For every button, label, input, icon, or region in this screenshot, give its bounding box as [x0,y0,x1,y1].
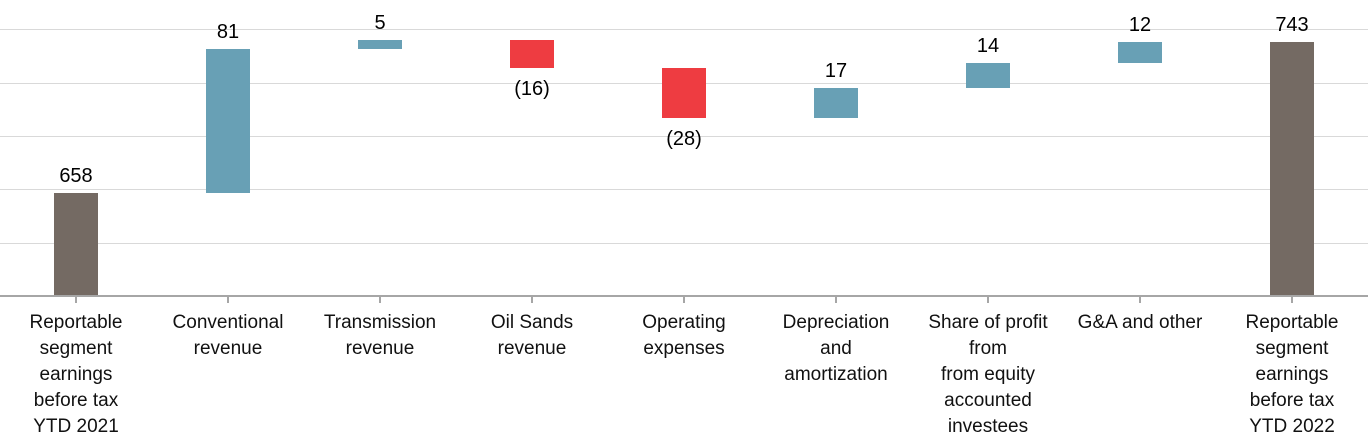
bar-value-label: 81 [216,20,240,43]
waterfall-bar[interactable] [206,48,250,193]
x-axis-category-label: Operating expenses [642,312,726,359]
waterfall-bar[interactable] [662,68,706,119]
gridline-750 [0,29,1368,31]
bar-value-label: (16) [514,78,550,101]
waterfall-bar[interactable] [54,192,98,295]
x-axis-category-label: Depreciation and amortization [782,312,890,385]
x-axis-category-label: Share of profit from from equity account… [928,312,1048,437]
waterfall-bar[interactable] [1270,41,1314,295]
x-axis-tick [531,297,533,303]
plot-area: 658 81 5 (16) (28) 17 14 12 743 [0,12,1368,303]
waterfall-bar[interactable] [510,40,554,69]
x-axis-category-label: G&A and other [1077,312,1203,333]
bar-value-label: 14 [976,35,1000,58]
waterfall-bar[interactable] [814,88,858,119]
x-axis-category-label: Reportable segment earnings before tax Y… [1245,312,1339,437]
x-axis-category-label: Conventional revenue [172,312,284,359]
waterfall-bar[interactable] [1118,41,1162,63]
x-axis-line [0,295,1368,297]
gridline-630 [0,242,1368,244]
waterfall-bar[interactable] [358,40,402,49]
x-axis-tick [227,297,229,303]
x-axis-category-label: Reportable segment earnings before tax Y… [29,312,123,437]
x-axis-tick [835,297,837,303]
x-axis-tick [1291,297,1293,303]
bar-value-label: 17 [824,60,848,82]
x-axis-tick [379,297,381,303]
bar-value-label: 743 [1275,13,1309,36]
x-axis-tick [75,297,77,303]
waterfall-bar[interactable] [966,63,1010,88]
gridline-660 [0,189,1368,191]
x-axis-tick [987,297,989,303]
gridline-690 [0,136,1368,137]
x-axis-tick [1139,297,1141,303]
bar-value-label: 658 [59,164,93,187]
x-axis-category-label: Oil Sands revenue [490,312,574,359]
bar-value-label: (28) [666,128,702,151]
bar-value-label: 12 [1128,13,1152,36]
x-axis-category-label: Transmission revenue [323,312,437,359]
bar-value-label: 5 [374,12,386,34]
x-axis-tick [683,297,685,303]
